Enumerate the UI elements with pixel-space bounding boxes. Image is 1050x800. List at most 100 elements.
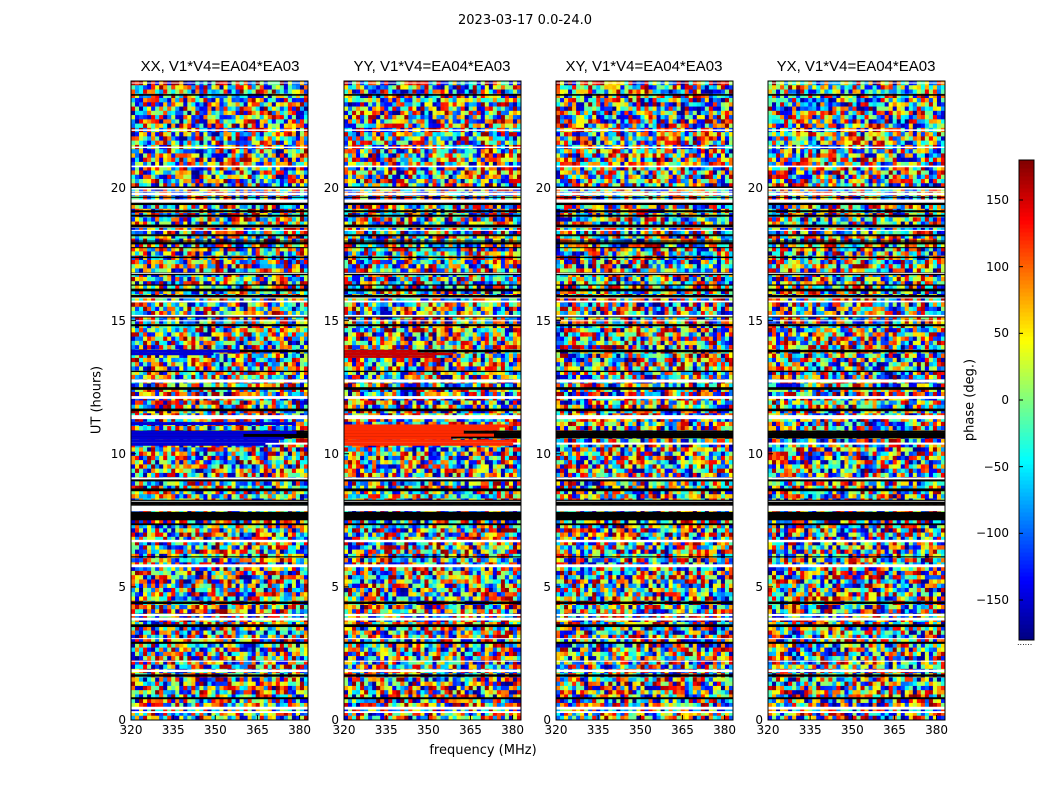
phase-cell xyxy=(255,225,261,231)
phase-cell xyxy=(291,259,297,265)
phase-cell xyxy=(143,187,148,193)
phase-cell xyxy=(195,242,200,248)
phase-cell xyxy=(287,468,293,474)
phase-cell xyxy=(299,115,305,120)
phase-cell xyxy=(183,494,188,499)
phase-cell xyxy=(159,166,164,171)
phase-cell xyxy=(195,187,200,193)
phase-cell xyxy=(255,196,261,201)
phase-cell xyxy=(263,247,269,252)
phase-cell xyxy=(195,362,200,367)
phase-cell xyxy=(275,383,281,389)
phase-cell xyxy=(303,281,309,286)
phase-cell xyxy=(295,426,301,431)
phase-cell xyxy=(167,247,172,252)
phase-cell xyxy=(139,519,144,525)
phase-cell xyxy=(187,302,192,308)
phase-cell xyxy=(183,545,188,550)
phase-cell xyxy=(191,336,196,342)
phase-cell xyxy=(199,119,204,124)
phase-cell xyxy=(191,221,196,227)
phase-cell xyxy=(195,102,200,107)
phase-cell xyxy=(223,494,228,499)
phase-cell xyxy=(295,149,301,154)
phase-cell xyxy=(191,251,196,256)
phase-cell xyxy=(295,196,301,201)
phase-cell xyxy=(247,242,252,248)
phase-cell xyxy=(211,332,216,337)
phase-cell xyxy=(211,306,216,312)
phase-cell xyxy=(207,315,212,320)
phase-cell xyxy=(175,519,180,525)
phase-cell xyxy=(267,374,273,380)
phase-cell xyxy=(275,558,281,563)
phase-cell xyxy=(203,149,208,154)
phase-cell xyxy=(211,289,216,295)
phase-cell xyxy=(227,409,232,414)
phase-cell xyxy=(219,140,224,146)
phase-cell xyxy=(175,89,180,95)
phase-cell xyxy=(279,481,285,486)
phase-cell xyxy=(143,524,148,529)
phase-cell xyxy=(295,460,301,465)
phase-cell xyxy=(287,153,293,158)
phase-cell xyxy=(275,102,281,107)
phase-cell xyxy=(291,183,297,188)
phase-cell xyxy=(155,221,160,227)
phase-cell xyxy=(267,404,273,410)
phase-cell xyxy=(255,494,261,499)
phase-cell xyxy=(135,315,140,320)
phase-cell xyxy=(183,268,188,273)
phase-cell xyxy=(211,404,216,410)
phase-cell xyxy=(155,558,160,563)
phase-cell xyxy=(275,345,281,350)
phase-cell xyxy=(275,196,281,201)
phase-cell xyxy=(259,391,265,397)
phase-cell xyxy=(279,281,285,286)
phase-cell xyxy=(271,370,277,376)
phase-cell xyxy=(295,102,301,107)
phase-cell xyxy=(219,298,224,303)
phase-cell xyxy=(291,481,297,486)
phase-cell xyxy=(163,387,168,393)
phase-cell xyxy=(195,328,200,333)
phase-cell xyxy=(239,106,244,112)
phase-cell xyxy=(175,170,180,176)
phase-cell xyxy=(203,242,208,248)
phase-cell xyxy=(235,460,240,465)
phase-cell xyxy=(291,353,297,359)
phase-cell xyxy=(299,353,305,359)
phase-cell xyxy=(195,481,200,486)
phase-cell xyxy=(187,98,192,103)
phase-cell xyxy=(247,178,252,184)
phase-cell xyxy=(215,528,220,533)
phase-cell xyxy=(139,536,144,542)
phase-cell xyxy=(275,136,281,141)
phase-cell xyxy=(259,489,265,495)
phase-cell xyxy=(183,115,188,120)
phase-cell xyxy=(155,549,160,555)
phase-cell xyxy=(247,183,252,188)
phase-cell xyxy=(163,460,168,465)
phase-cell xyxy=(155,259,160,265)
phase-cell xyxy=(195,259,200,265)
phase-cell xyxy=(283,464,289,469)
phase-cell xyxy=(167,123,172,129)
phase-cell xyxy=(255,460,261,465)
phase-cell xyxy=(291,328,297,333)
phase-cell xyxy=(223,183,228,188)
phase-cell xyxy=(131,149,136,154)
phase-cell xyxy=(187,468,192,474)
phase-cell xyxy=(275,178,281,184)
phase-cell xyxy=(223,149,228,154)
phase-cell xyxy=(163,447,168,452)
phase-cell xyxy=(167,519,172,525)
phase-cell xyxy=(167,140,172,146)
phase-cell xyxy=(299,541,305,546)
phase-cell xyxy=(275,332,281,337)
phase-cell xyxy=(287,558,293,563)
phase-cell xyxy=(187,225,192,231)
phase-cell xyxy=(247,259,252,265)
phase-cell xyxy=(259,302,265,308)
phase-cell xyxy=(263,170,269,176)
